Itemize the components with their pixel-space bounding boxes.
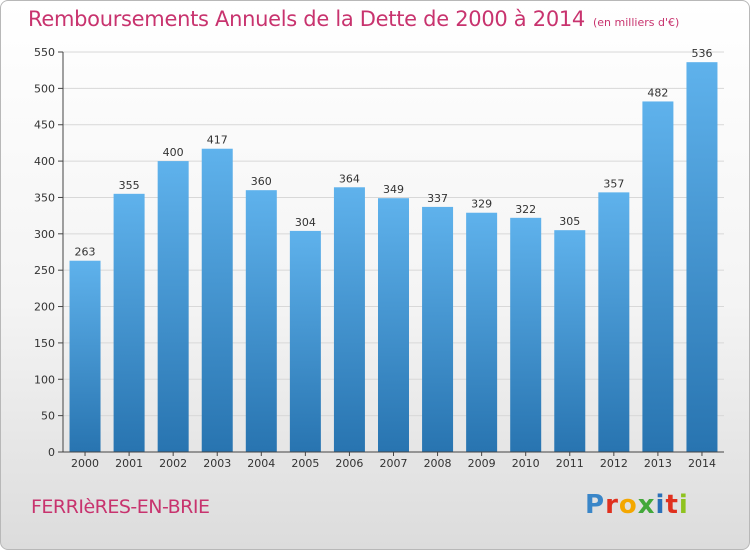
data-label: 349: [383, 183, 404, 196]
logo-letter: x: [637, 490, 656, 520]
y-tick-label: 250: [34, 264, 55, 277]
y-tick-label: 150: [34, 337, 55, 350]
bar: [642, 101, 674, 453]
town-name: FERRIèRES-EN-BRIE: [31, 496, 210, 518]
data-label: 304: [295, 216, 316, 229]
x-tick-label: 2012: [600, 457, 628, 470]
chart-subtitle: (en milliers d'€): [593, 16, 680, 29]
x-tick-label: 2014: [688, 457, 716, 470]
y-tick-label: 50: [41, 410, 55, 423]
y-tick-label: 200: [34, 301, 55, 314]
y-tick-label: 350: [34, 191, 55, 204]
data-label: 263: [75, 246, 96, 259]
bar: [466, 212, 498, 452]
bar: [201, 148, 233, 452]
data-label: 482: [647, 86, 668, 99]
bar: [333, 187, 365, 453]
x-tick-label: 2011: [556, 457, 584, 470]
x-tick-label: 2005: [291, 457, 319, 470]
proxiti-logo[interactable]: Proxiti: [585, 490, 689, 520]
data-label: 322: [515, 203, 536, 216]
data-label: 329: [471, 198, 492, 211]
logo-letter: i: [678, 490, 689, 520]
x-tick-label: 2007: [380, 457, 408, 470]
y-tick-label: 550: [34, 46, 55, 59]
logo-letter: o: [618, 490, 638, 520]
bar: [245, 190, 277, 452]
bar: [289, 230, 321, 452]
y-tick-label: 500: [34, 82, 55, 95]
axes-group: 0 50 100 150 200 250 300 350 400 450 500 550 2000 200…: [34, 46, 724, 470]
y-tick-label: 0: [48, 446, 55, 459]
x-tick-label: 2002: [159, 457, 187, 470]
y-tick-label: 450: [34, 119, 55, 132]
data-label: 417: [207, 134, 228, 147]
x-tick-label: 2008: [424, 457, 452, 470]
data-label: 305: [559, 215, 580, 228]
x-tick-label: 2013: [644, 457, 672, 470]
bars-group: [69, 62, 718, 453]
x-tick-label: 2001: [115, 457, 143, 470]
bar: [686, 62, 718, 452]
data-label: 364: [339, 172, 360, 185]
data-label: 355: [119, 179, 140, 192]
bar: [157, 161, 189, 452]
bar: [69, 260, 101, 452]
labels-group: 263 355 400 417 360 304 364 349 337 329 322 305 357 4…: [75, 47, 713, 259]
bar: [378, 198, 409, 452]
logo-letter: r: [605, 490, 619, 520]
y-tick-label: 400: [34, 155, 55, 168]
bar: [422, 206, 454, 452]
data-label: 357: [603, 177, 624, 190]
bar: [554, 230, 586, 452]
data-label: 536: [691, 47, 712, 60]
chart-title: Remboursements Annuels de la Dette de 20…: [28, 7, 679, 31]
data-label: 360: [251, 175, 272, 188]
y-tick-label: 100: [34, 373, 55, 386]
data-label: 337: [427, 192, 448, 205]
y-tick-label: 300: [34, 228, 55, 241]
x-tick-label: 2010: [512, 457, 540, 470]
data-label: 400: [163, 146, 184, 159]
logo-letter: P: [585, 490, 606, 520]
chart-title-text: Remboursements Annuels de la Dette de 20…: [28, 7, 585, 31]
x-tick-label: 2004: [247, 457, 275, 470]
logo-letter: i: [655, 490, 666, 520]
x-tick-label: 2003: [203, 457, 231, 470]
bar: [598, 192, 630, 452]
x-tick-label: 2000: [71, 457, 99, 470]
x-tick-label: 2006: [335, 457, 363, 470]
bar: [113, 193, 145, 452]
logo-letter: t: [665, 490, 679, 520]
bar: [510, 217, 542, 452]
x-tick-label: 2009: [468, 457, 496, 470]
